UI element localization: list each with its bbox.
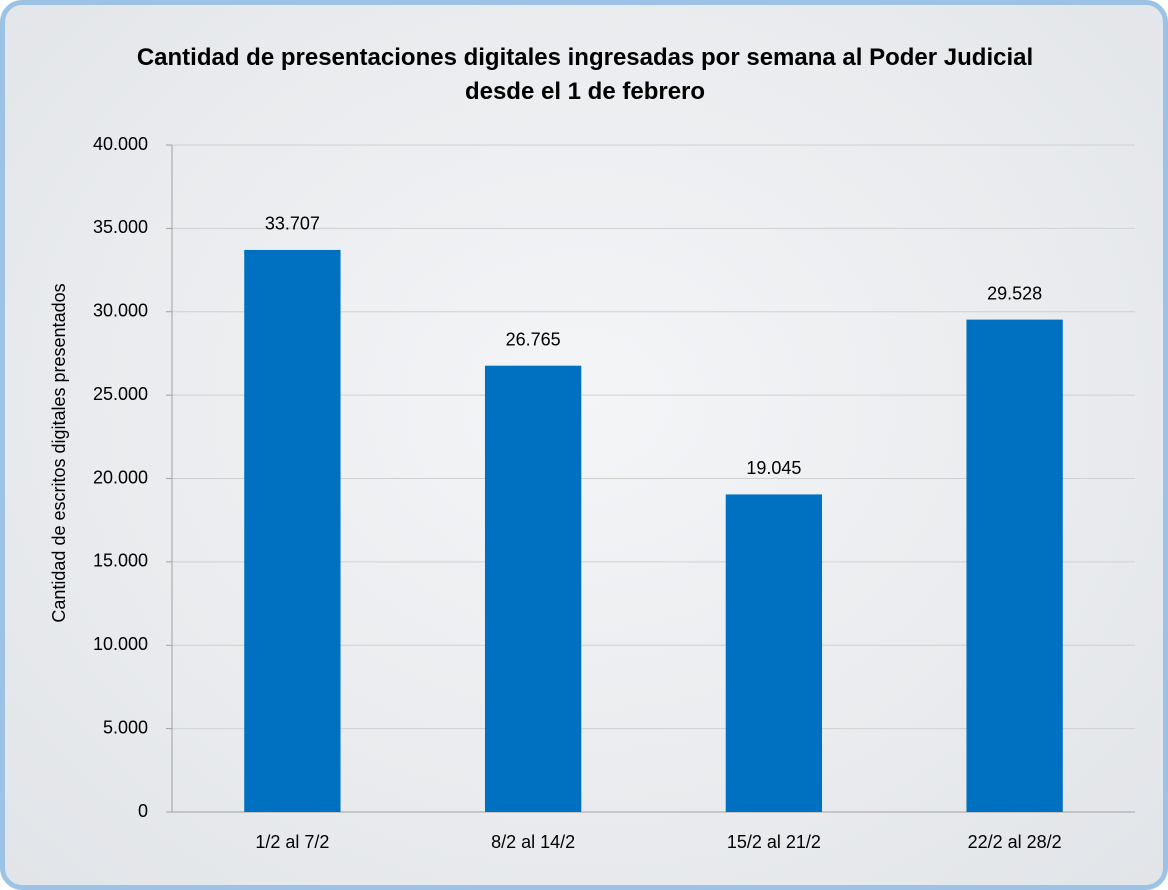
y-tick-label: 5.000 [103,717,148,737]
bar [244,250,340,812]
chart: Cantidad de escritos digitales presentad… [0,0,1168,890]
y-tick-label: 40.000 [93,134,148,154]
x-tick-label: 1/2 al 7/2 [255,832,329,852]
y-tick-label: 15.000 [93,551,148,571]
bar [726,494,822,812]
value-label: 33.707 [265,214,320,234]
y-tick-label: 0 [138,801,148,821]
x-tick-label: 15/2 al 21/2 [727,832,821,852]
bar [485,366,581,812]
y-tick-label: 30.000 [93,301,148,321]
x-tick-label: 22/2 al 28/2 [968,832,1062,852]
x-tick-label: 8/2 al 14/2 [491,832,575,852]
y-tick-label: 10.000 [93,634,148,654]
y-tick-label: 35.000 [93,217,148,237]
value-label: 19.045 [746,458,801,478]
bar [966,320,1062,812]
chart-container: Cantidad de presentaciones digitales ing… [0,0,1168,890]
value-label: 29.528 [987,283,1042,303]
y-tick-label: 20.000 [93,467,148,487]
y-tick-label: 25.000 [93,384,148,404]
y-axis-label: Cantidad de escritos digitales presentad… [49,283,69,622]
value-label: 26.765 [506,329,561,349]
